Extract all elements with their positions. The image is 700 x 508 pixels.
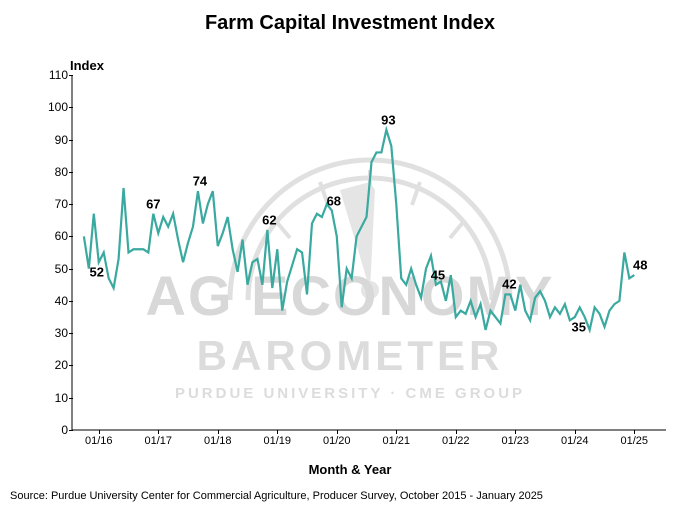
y-tick — [69, 75, 73, 76]
x-tick-label: 01/25 — [621, 435, 649, 447]
x-tick — [575, 430, 576, 434]
x-axis-title: Month & Year — [0, 462, 700, 477]
y-tick-label: 60 — [55, 229, 68, 243]
y-tick-label: 50 — [55, 262, 68, 276]
x-tick-label: 01/21 — [383, 435, 411, 447]
y-tick — [69, 269, 73, 270]
plot-area — [70, 60, 668, 460]
x-tick-label: 01/20 — [323, 435, 351, 447]
y-tick — [69, 365, 73, 366]
data-annotation: 68 — [327, 193, 341, 208]
y-tick — [69, 236, 73, 237]
y-tick — [69, 301, 73, 302]
data-annotation: 62 — [262, 212, 276, 227]
y-tick-label: 20 — [55, 358, 68, 372]
data-annotation: 93 — [381, 112, 395, 127]
y-tick — [69, 172, 73, 173]
data-annotation: 45 — [431, 267, 445, 282]
chart-container: AG ECONOMY BAROMETER PURDUE UNIVERSITY ·… — [0, 0, 700, 508]
data-annotation: 42 — [502, 277, 516, 292]
y-tick-label: 90 — [55, 133, 68, 147]
y-tick-label: 30 — [55, 326, 68, 340]
x-tick — [158, 430, 159, 434]
y-tick-label: 70 — [55, 197, 68, 211]
x-tick-label: 01/24 — [561, 435, 589, 447]
y-tick-label: 100 — [48, 100, 68, 114]
y-tick-label: 10 — [55, 391, 68, 405]
chart-title: Farm Capital Investment Index — [0, 12, 700, 35]
x-tick — [634, 430, 635, 434]
data-annotation: 67 — [146, 196, 160, 211]
x-tick — [515, 430, 516, 434]
x-tick-label: 01/16 — [85, 435, 113, 447]
y-tick — [69, 398, 73, 399]
x-tick — [277, 430, 278, 434]
data-annotation: 52 — [90, 265, 104, 280]
data-annotation: 74 — [193, 174, 207, 189]
y-tick — [69, 140, 73, 141]
x-tick-label: 01/17 — [144, 435, 172, 447]
y-tick — [69, 204, 73, 205]
data-annotation: 35 — [572, 320, 586, 335]
y-tick-label: 40 — [55, 294, 68, 308]
x-tick — [218, 430, 219, 434]
source-text: Source: Purdue University Center for Com… — [10, 490, 543, 502]
y-tick-label: 110 — [49, 68, 68, 82]
y-tick — [69, 107, 73, 108]
x-tick-label: 01/23 — [502, 435, 530, 447]
data-annotation: 48 — [633, 258, 647, 273]
x-tick-label: 01/18 — [204, 435, 232, 447]
x-tick-label: 01/22 — [442, 435, 470, 447]
x-tick-label: 01/19 — [264, 435, 292, 447]
y-tick-label: 0 — [61, 423, 68, 437]
x-tick — [99, 430, 100, 434]
x-tick — [456, 430, 457, 434]
x-tick — [396, 430, 397, 434]
y-tick — [69, 333, 73, 334]
x-tick — [337, 430, 338, 434]
y-tick-label: 80 — [55, 165, 68, 179]
data-line — [84, 130, 634, 330]
y-tick — [69, 430, 73, 431]
